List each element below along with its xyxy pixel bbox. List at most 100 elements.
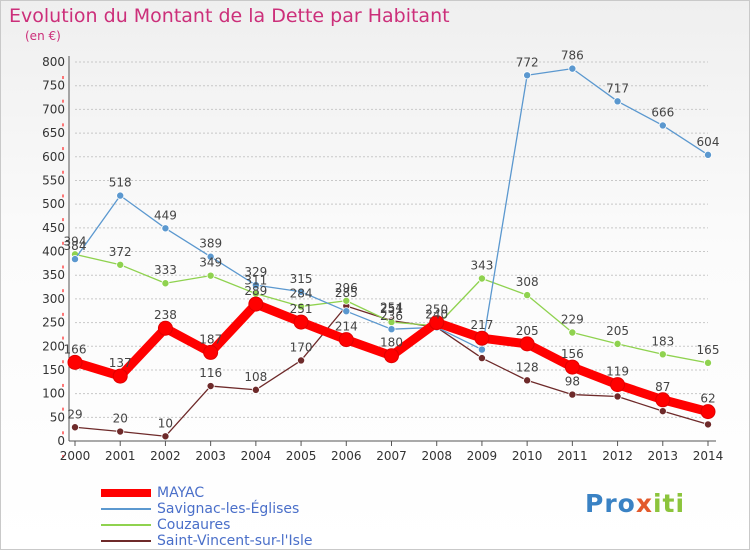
data-point xyxy=(161,224,170,233)
legend-swatch xyxy=(101,508,151,510)
data-point xyxy=(71,255,80,264)
legend: MAYAC Savignac-les-Églises Couzaures Saint-… xyxy=(101,485,312,549)
data-point xyxy=(251,385,260,394)
unit-label: (en €) xyxy=(25,29,61,43)
y-tick-label: 400 xyxy=(42,245,65,259)
y-tick-label: 650 xyxy=(42,126,65,140)
data-point xyxy=(297,356,306,365)
data-label: 315 xyxy=(290,272,313,286)
data-label: 119 xyxy=(606,365,629,379)
data-label: 20 xyxy=(113,412,128,426)
data-point xyxy=(655,392,671,408)
y-tick-label: 600 xyxy=(42,150,65,164)
data-point xyxy=(429,315,445,331)
data-point xyxy=(206,271,215,280)
data-label: 236 xyxy=(380,309,403,323)
data-label: 394 xyxy=(64,234,87,248)
data-point xyxy=(161,279,170,288)
data-label: 284 xyxy=(290,286,313,300)
data-point xyxy=(477,274,486,283)
y-tick-label: 0 xyxy=(57,434,65,448)
data-point xyxy=(523,376,532,385)
data-label: 205 xyxy=(516,324,539,338)
data-point xyxy=(67,354,83,370)
y-tick-label: 500 xyxy=(42,197,65,211)
chart-title: Evolution du Montant de la Dette par Hab… xyxy=(9,5,450,27)
data-label: 449 xyxy=(154,208,177,222)
data-point xyxy=(297,287,306,296)
data-point xyxy=(251,281,260,290)
data-point xyxy=(477,354,486,363)
data-label: 29 xyxy=(67,407,82,421)
data-point xyxy=(523,71,532,80)
data-point xyxy=(613,392,622,401)
legend-item: Couzaures xyxy=(101,517,312,533)
data-label: 62 xyxy=(700,392,715,406)
legend-label: Saint-Vincent-sur-l'Isle xyxy=(157,533,313,549)
data-label: 87 xyxy=(655,380,670,394)
data-point xyxy=(704,150,713,159)
brand-part-1: Pro xyxy=(585,489,636,518)
brand-logo: Proxiti xyxy=(585,489,685,518)
data-point xyxy=(613,339,622,348)
data-point xyxy=(700,404,716,420)
y-tick-label: 700 xyxy=(42,102,65,116)
data-point xyxy=(384,348,399,364)
data-point xyxy=(704,420,713,429)
data-label: 786 xyxy=(561,49,584,63)
data-label: 329 xyxy=(244,265,267,279)
data-label: 238 xyxy=(154,308,177,322)
data-point xyxy=(519,336,535,352)
x-tick-label: 2014 xyxy=(693,449,724,463)
data-point xyxy=(658,350,667,359)
x-tick-label: 2006 xyxy=(331,449,362,463)
data-point xyxy=(116,260,125,269)
data-label: 251 xyxy=(290,302,313,316)
data-label: 217 xyxy=(470,318,493,332)
data-label: 311 xyxy=(244,274,267,288)
data-point xyxy=(116,427,125,436)
data-point xyxy=(71,423,80,432)
y-tick-label: 250 xyxy=(42,316,65,330)
data-label: 389 xyxy=(199,237,222,251)
data-label: 666 xyxy=(651,105,674,119)
data-label: 240 xyxy=(425,307,448,321)
y-tick-label: 100 xyxy=(42,387,65,401)
x-tick-label: 2000 xyxy=(60,449,91,463)
data-label: 229 xyxy=(561,313,584,327)
data-point xyxy=(297,302,306,311)
x-tick-label: 2002 xyxy=(150,449,181,463)
data-label: 372 xyxy=(109,245,132,259)
x-tick-label: 2013 xyxy=(648,449,679,463)
legend-swatch xyxy=(101,540,151,542)
data-label: 98 xyxy=(565,375,580,389)
data-point xyxy=(116,191,125,200)
x-tick-label: 2012 xyxy=(602,449,633,463)
y-tick-label: 750 xyxy=(42,79,65,93)
x-tick-label: 2001 xyxy=(105,449,136,463)
data-point xyxy=(161,432,170,441)
data-label: 156 xyxy=(561,347,584,361)
data-point xyxy=(206,252,215,261)
data-point xyxy=(658,407,667,416)
data-label: 165 xyxy=(697,343,720,357)
y-tick-label: 450 xyxy=(42,221,65,235)
data-label: 308 xyxy=(516,275,539,289)
data-point xyxy=(568,390,577,399)
x-tick-label: 2007 xyxy=(376,449,407,463)
data-point xyxy=(658,121,667,130)
legend-label: Couzaures xyxy=(157,517,231,533)
data-label: 296 xyxy=(335,281,358,295)
legend-swatch xyxy=(101,524,151,526)
data-point xyxy=(477,345,486,354)
data-label: 349 xyxy=(199,256,222,270)
x-tick-label: 2009 xyxy=(467,449,498,463)
x-tick-label: 2004 xyxy=(241,449,272,463)
data-label: 343 xyxy=(470,259,493,273)
legend-label: MAYAC xyxy=(157,485,205,501)
data-point xyxy=(248,296,264,312)
x-tick-label: 2011 xyxy=(557,449,588,463)
y-tick-label: 150 xyxy=(42,363,65,377)
y-tick-label: 550 xyxy=(42,173,65,187)
